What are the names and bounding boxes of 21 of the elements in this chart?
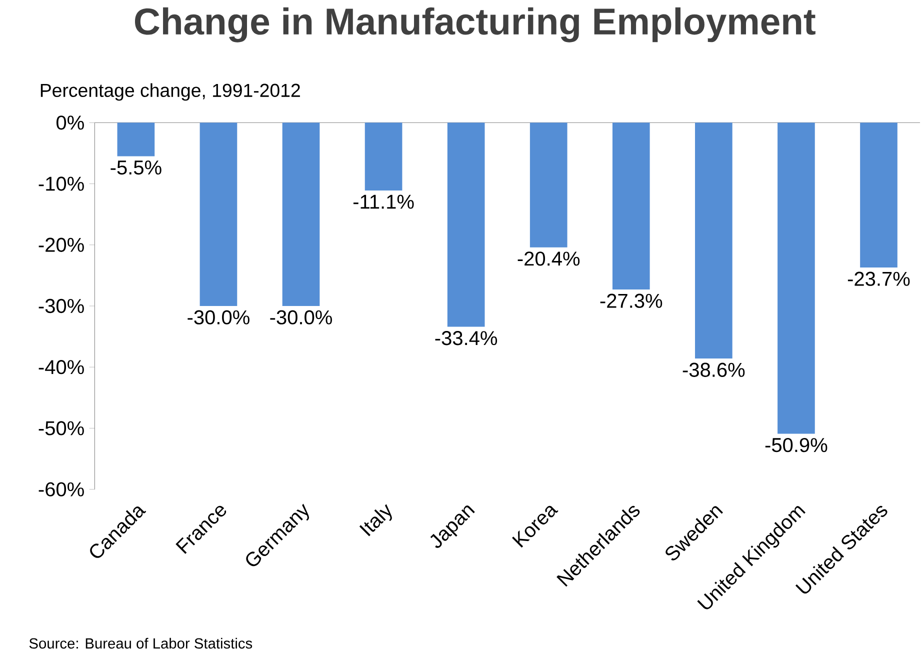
data-label: -20.4%	[518, 252, 580, 266]
y-axis-title: Percentage change, 1991-2012	[40, 83, 300, 101]
chart-title: Change in Manufacturing Employment	[135, 7, 816, 42]
y-tick-label: -50%	[38, 421, 84, 436]
data-label: -27.3%	[600, 294, 662, 308]
data-label: -33.4%	[435, 331, 498, 346]
data-label: -30.0%	[188, 310, 250, 324]
y-tick-label: -10%	[38, 176, 84, 191]
data-label: -30.0%	[270, 310, 332, 324]
x-tick-label: Italy	[359, 504, 392, 536]
y-tick-label: -60%	[38, 482, 84, 496]
y-tick-label: -40%	[38, 360, 84, 374]
y-tick-label: 0%	[56, 116, 84, 130]
data-label: -50.9%	[765, 438, 828, 452]
y-tick-label: -30%	[38, 298, 84, 314]
data-label: -11.1%	[353, 194, 414, 209]
y-tick-label: -20%	[38, 238, 84, 252]
data-label: -38.6%	[682, 362, 745, 377]
data-label: -5.5%	[110, 160, 162, 175]
data-label: -23.7%	[848, 272, 910, 286]
source-note: Source: Bureau of Labor Statistics	[29, 638, 252, 649]
